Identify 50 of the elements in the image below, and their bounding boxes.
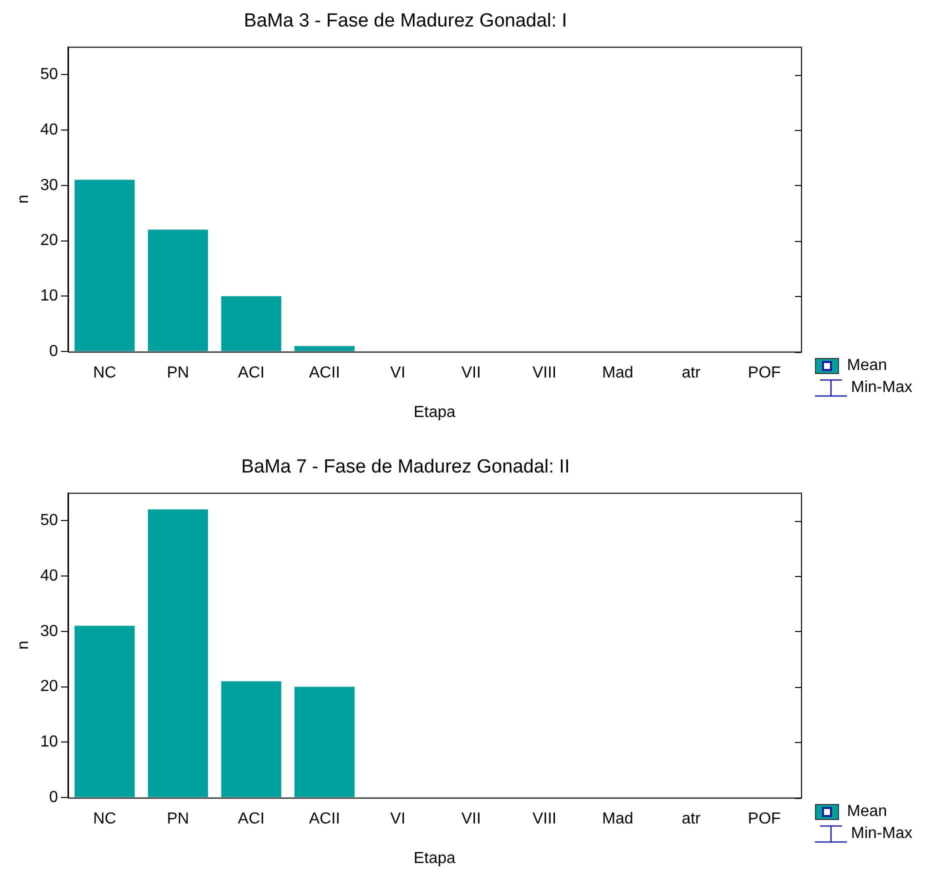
y-tick-label: 30 <box>40 622 58 640</box>
x-tick-label: VI <box>390 364 406 382</box>
x-tick-label: ACII <box>308 364 340 382</box>
x-tick-label: VI <box>390 810 406 828</box>
y-tick-label: 10 <box>40 288 58 305</box>
x-tick-label: ACI <box>238 810 265 828</box>
y-tick-label: 10 <box>40 734 58 751</box>
legend-label: Mean <box>847 803 888 821</box>
bar <box>221 681 282 798</box>
chart-title: BaMa 3 - Fase de Madurez Gonadal: I <box>244 10 568 32</box>
x-tick-label: Mad <box>602 810 634 828</box>
x-tick-label: VII <box>461 810 481 828</box>
y-tick-label: 0 <box>49 789 58 806</box>
text: Min-Max <box>851 379 912 397</box>
bar <box>221 296 282 352</box>
legend-label: Mean <box>847 357 888 375</box>
y-tick-label: 50 <box>40 66 58 83</box>
bar <box>148 230 208 352</box>
y-tick-label: 20 <box>40 232 58 250</box>
x-tick-label: VIII <box>532 364 556 382</box>
y-tick-label: 50 <box>40 512 58 529</box>
x-axis-title: Etapa <box>414 850 456 867</box>
bar <box>148 509 208 798</box>
x-tick-label: NC <box>93 364 116 382</box>
x-tick-label: PN <box>166 364 190 382</box>
chart-title: BaMa 7 - Fase de Madurez Gonadal: II <box>241 456 570 478</box>
x-axis-title: Etapa <box>414 404 456 421</box>
x-tick-label: NC <box>93 810 116 828</box>
text: Min-Max <box>851 825 912 843</box>
y-tick-label: 30 <box>40 176 58 194</box>
y-axis-title: n <box>15 194 32 204</box>
x-tick-label: VIII <box>532 810 556 828</box>
x-tick-label: ACI <box>238 364 265 382</box>
x-tick-label: Mad <box>602 364 634 382</box>
bar <box>74 180 135 352</box>
y-axis-title: n <box>15 640 32 650</box>
x-tick-label: PN <box>166 810 190 828</box>
y-tick-label: 0 <box>49 343 58 360</box>
x-tick-label: VII <box>461 364 481 382</box>
x-tick-label: atr <box>682 364 702 382</box>
y-tick-label: 40 <box>40 121 58 138</box>
x-tick-label: POF <box>748 364 782 382</box>
x-tick-label: ACII <box>308 810 340 828</box>
bar <box>74 626 135 798</box>
x-tick-label: atr <box>682 810 702 828</box>
y-tick-label: 40 <box>40 567 58 584</box>
bar <box>294 346 355 352</box>
y-tick-label: 20 <box>40 678 58 696</box>
bar <box>294 686 355 798</box>
x-tick-label: POF <box>748 810 782 828</box>
